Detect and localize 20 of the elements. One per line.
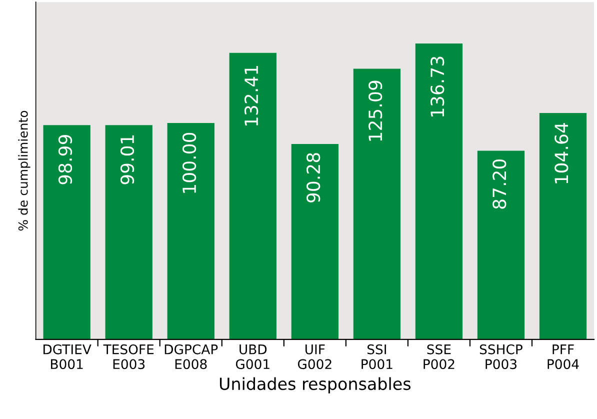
x-tick-label: DGTIEV B001 [44, 344, 92, 370]
x-tick-label: UBD G001 [236, 344, 270, 370]
data-label: 132.41 [244, 66, 258, 126]
x-tick-label: UIF G002 [298, 344, 332, 370]
x-tick-label: PFF P004 [548, 344, 579, 370]
y-axis-title: % de cumplimiento [18, 110, 30, 231]
data-label: 99.01 [120, 135, 134, 184]
data-label: 98.99 [58, 135, 72, 184]
x-tick-label: DGPCAP E008 [164, 344, 218, 370]
x-tick-label: SSHCP P003 [480, 344, 522, 370]
data-label: 136.73 [430, 56, 444, 117]
data-label: 90.28 [306, 153, 320, 202]
x-axis-title: Unidades responsables [220, 377, 410, 394]
data-label: 104.64 [554, 123, 568, 184]
data-label: 100.00 [182, 132, 196, 193]
data-label: 125.09 [368, 80, 382, 141]
data-label: 87.20 [492, 159, 506, 209]
x-tick-label: SSE P002 [424, 344, 454, 370]
x-tick-label: TESOFE E003 [103, 344, 154, 370]
x-tick-label: SSI P001 [362, 344, 392, 370]
